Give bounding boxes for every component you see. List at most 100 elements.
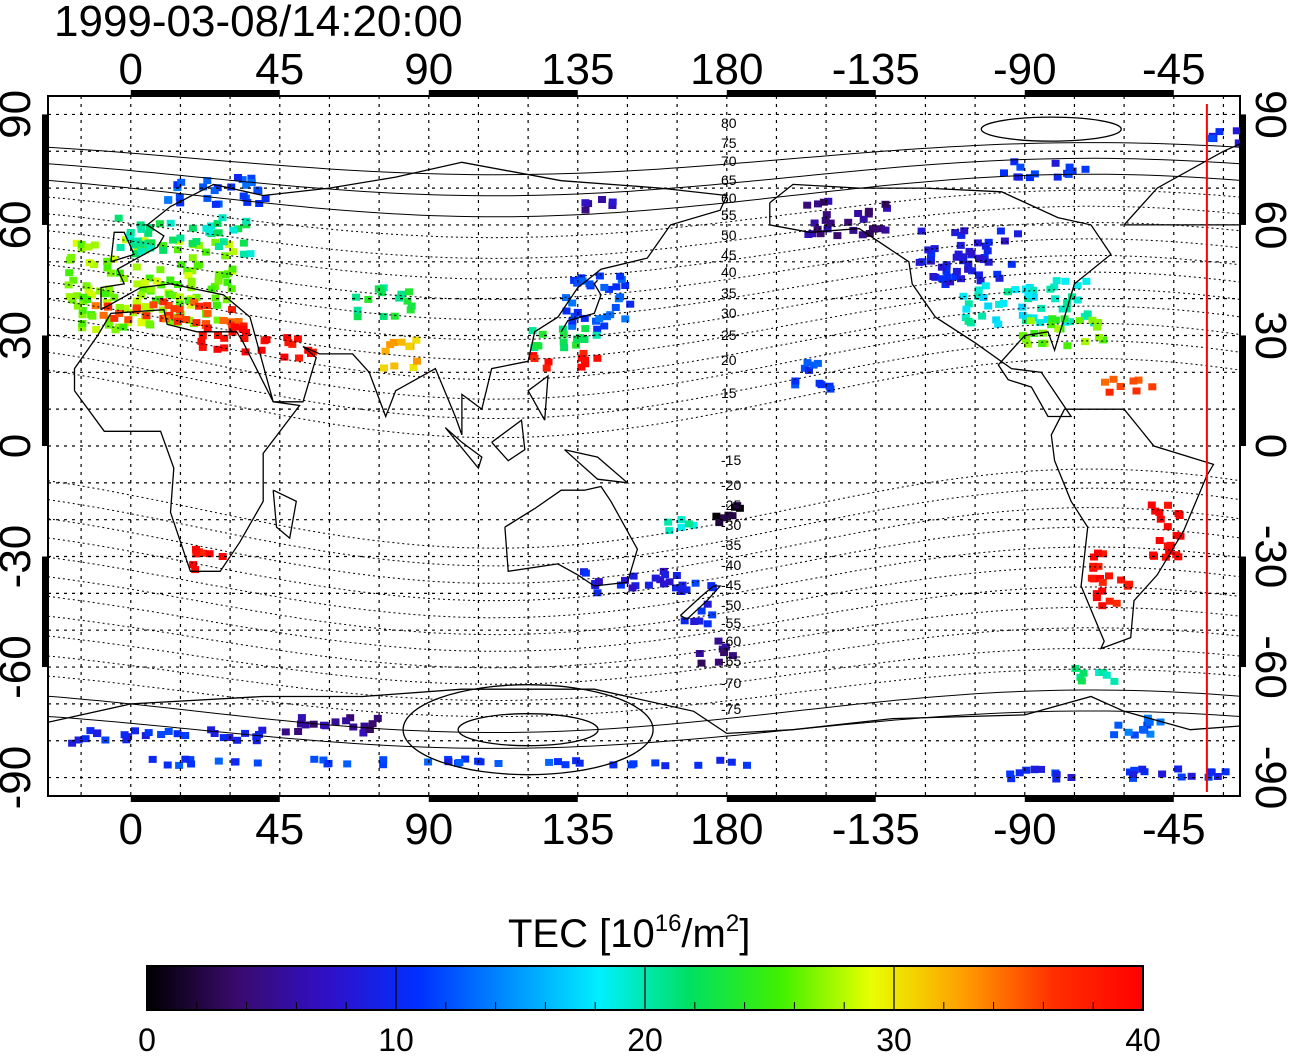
tec-pixel xyxy=(103,258,112,266)
tec-pixel xyxy=(346,714,355,722)
tec-pixel xyxy=(320,721,328,729)
tec-pixel xyxy=(294,728,303,735)
tec-pixel xyxy=(530,355,539,362)
tec-pixel xyxy=(137,248,146,256)
tec-pixel xyxy=(727,758,736,766)
tec-pixel xyxy=(166,219,175,227)
tec-pixel xyxy=(808,230,817,238)
tec-pixel xyxy=(629,572,638,580)
tec-pixel xyxy=(554,758,562,766)
left-lat-tick-label: 0 xyxy=(0,434,40,458)
tec-pixel xyxy=(413,357,421,365)
tec-pixel xyxy=(202,248,211,256)
tec-pixel xyxy=(1079,669,1088,677)
magnetic-latitude-contour xyxy=(48,668,1240,718)
tec-pixel xyxy=(86,727,95,735)
tec-pixel xyxy=(964,260,973,268)
tec-pixel xyxy=(1075,317,1084,325)
tec-pixel xyxy=(864,207,873,215)
tec-pixel xyxy=(1024,340,1032,348)
tec-pixel xyxy=(959,257,968,265)
tec-pixel xyxy=(605,285,613,293)
tec-pixel xyxy=(198,549,207,557)
mag-lat-label: -75 xyxy=(721,701,741,717)
tec-pixel xyxy=(319,756,328,764)
tec-pixel xyxy=(1052,775,1061,783)
tec-pixel xyxy=(833,232,842,240)
tec-pixel xyxy=(175,193,184,201)
tec-pixel xyxy=(1117,576,1126,584)
tec-pixel xyxy=(665,578,674,586)
tec-pixel xyxy=(92,326,101,333)
graticule-grid xyxy=(48,96,1240,796)
tec-pixel xyxy=(1132,387,1141,395)
tec-pixel xyxy=(545,758,554,766)
left-lat-tick-label: 30 xyxy=(0,311,40,360)
tec-pixel xyxy=(146,285,155,293)
tec-pixel xyxy=(193,262,202,270)
tec-pixel xyxy=(104,285,113,293)
tec-pixel xyxy=(708,584,717,592)
tec-pixel xyxy=(213,316,222,324)
right-lat-tick-label: -90 xyxy=(1246,746,1292,810)
tec-pixel xyxy=(999,299,1008,307)
tec-pixel xyxy=(1054,325,1063,333)
tec-pixel xyxy=(816,230,825,238)
mag-lat-label: 75 xyxy=(721,135,737,151)
tec-pixel xyxy=(297,714,306,722)
tec-pixel xyxy=(85,259,94,267)
tec-pixel xyxy=(257,346,266,354)
magnetic-latitude-contour xyxy=(48,288,1240,361)
tec-pixel xyxy=(1215,128,1224,136)
tec-pixel xyxy=(207,285,216,293)
tec-pixel xyxy=(210,187,219,195)
tec-pixel xyxy=(593,354,602,362)
tec-pixel xyxy=(813,225,822,233)
tec-pixel xyxy=(181,755,190,763)
tec-pixel xyxy=(243,198,252,206)
tec-pixel xyxy=(110,293,119,301)
tec-pixel xyxy=(253,759,262,767)
tec-pixel xyxy=(343,760,352,768)
tec-pixel xyxy=(211,294,220,302)
bottom-lon-tick-label: 0 xyxy=(119,805,143,854)
tec-pixel xyxy=(151,297,160,305)
tec-pixel xyxy=(1093,323,1102,331)
tec-pixel xyxy=(995,300,1004,308)
tec-pixel xyxy=(144,229,153,237)
mag-lat-label: 50 xyxy=(721,227,737,243)
tec-pixel xyxy=(359,729,368,737)
tec-pixel xyxy=(167,318,176,326)
tec-pixel xyxy=(255,200,264,207)
tec-pixel xyxy=(412,336,421,344)
tec-pixel xyxy=(296,720,305,728)
tec-pixel xyxy=(994,320,1003,328)
magnetic-latitude-contour xyxy=(48,546,1240,619)
tec-pixel xyxy=(1067,774,1076,781)
top-lon-tick-label: -45 xyxy=(1142,45,1206,94)
tec-pixel xyxy=(1010,158,1019,166)
tec-pixel xyxy=(593,589,602,597)
magnetic-latitude-contour xyxy=(48,322,1240,400)
tec-pixel xyxy=(691,579,700,587)
tec-pixel xyxy=(609,761,618,769)
mag-lat-label: -50 xyxy=(721,597,741,613)
tec-pixel xyxy=(1030,765,1039,773)
tec-pixel xyxy=(106,289,115,297)
tec-pixel xyxy=(844,218,853,226)
tec-pixel xyxy=(395,294,404,302)
tec-pixel xyxy=(978,312,987,320)
tec-pixel xyxy=(191,566,200,574)
tec-pixel xyxy=(1177,773,1186,781)
tec-pixel xyxy=(1110,731,1119,739)
tec-pixel xyxy=(562,307,571,315)
magnetic-latitude-contour xyxy=(48,340,1240,419)
tec-pixel xyxy=(1026,317,1035,325)
tec-pixel xyxy=(661,571,670,579)
tec-pixel xyxy=(242,181,251,189)
tec-pixel xyxy=(99,311,108,319)
tec-pixel xyxy=(626,300,635,308)
tec-pixel xyxy=(82,282,91,290)
tec-pixel xyxy=(570,312,579,320)
mag-lat-label: -25 xyxy=(721,497,741,513)
